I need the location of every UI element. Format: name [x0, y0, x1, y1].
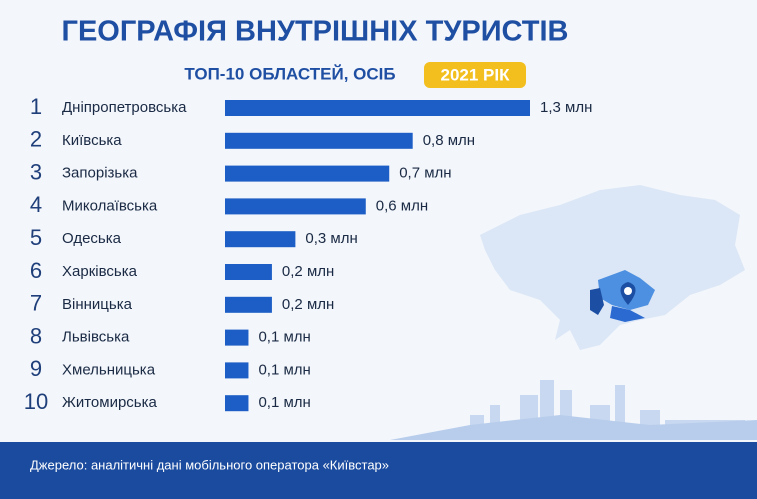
category-label: Миколаївська [62, 197, 158, 214]
bar [225, 329, 249, 346]
category-label: Житомирська [62, 394, 158, 411]
badge: 2021 РІК [441, 65, 511, 84]
bar [225, 296, 272, 313]
category-label: Харківська [62, 263, 138, 280]
category-label: Запорізька [62, 165, 138, 182]
bar [225, 264, 272, 280]
bar [225, 231, 296, 248]
rank: 6 [30, 258, 42, 283]
category-label: Львівська [62, 329, 130, 346]
bar [225, 198, 366, 215]
category-label: Хмельницька [62, 361, 156, 378]
map-pin [620, 282, 636, 305]
category-label: Одеська [62, 230, 122, 247]
bar [225, 395, 249, 412]
footer [0, 442, 757, 499]
rank: 7 [30, 291, 42, 316]
rank: 5 [30, 225, 42, 250]
source: Джерело: аналітичні дані мобільного опер… [30, 457, 389, 472]
map [480, 185, 745, 350]
rank: 8 [30, 323, 42, 348]
value-label: 0,3 млн [305, 230, 357, 247]
value-label: 0,8 млн [423, 132, 475, 149]
value-label: 0,1 млн [258, 394, 310, 411]
badge-bg [424, 62, 526, 88]
rank: 4 [30, 192, 42, 217]
value-label: 0,6 млн [376, 197, 428, 214]
bar [225, 362, 249, 379]
value-label: 0,7 млн [399, 165, 451, 182]
rank: 9 [30, 356, 42, 381]
skyline [390, 380, 757, 440]
chart-subtitle: ТОП-10 ОБЛАСТЕЙ, ОСІБ [184, 64, 395, 83]
bar [225, 100, 530, 116]
rank: 1 [30, 94, 42, 119]
value-label: 0,2 млн [282, 296, 334, 313]
value-label: 1,3 млн [540, 99, 592, 116]
chart-title: ГЕОГРАФІЯ ВНУТРІШНІХ ТУРИСТІВ [62, 16, 569, 48]
bar [225, 132, 413, 149]
value-label: 0,2 млн [282, 263, 334, 280]
category-label: Київська [62, 132, 122, 149]
rank: 3 [30, 159, 42, 184]
bar [225, 165, 390, 182]
rank: 10 [24, 389, 48, 414]
rank: 2 [30, 127, 42, 152]
value-label: 0,1 млн [258, 361, 310, 378]
category-label: Дніпропетровська [62, 99, 187, 116]
category-label: Вінницька [62, 296, 133, 313]
value-label: 0,1 млн [258, 329, 310, 346]
